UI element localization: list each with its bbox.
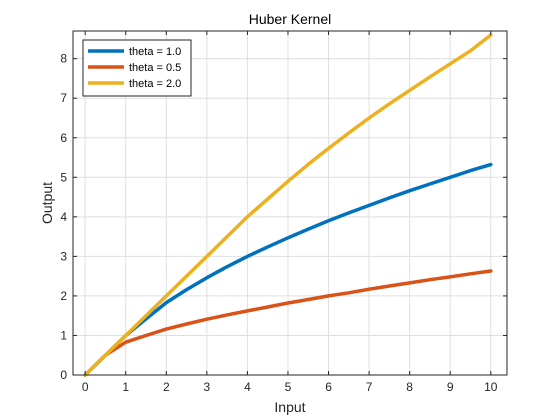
x-tick-label: 7 <box>366 380 373 394</box>
y-tick-label: 3 <box>60 249 67 263</box>
axis-ticks: 0 1 2 3 4 5 6 7 8 9 10 0 1 2 3 4 5 6 7 8 <box>60 31 507 394</box>
y-tick-label: 7 <box>60 91 67 105</box>
y-tick-label: 6 <box>60 131 67 145</box>
x-tick-label: 1 <box>122 380 129 394</box>
x-tick-label: 6 <box>325 380 332 394</box>
y-tick-label: 2 <box>60 289 67 303</box>
y-axis-title: Output <box>39 182 55 224</box>
x-tick-label: 0 <box>82 380 89 394</box>
x-tick-label: 8 <box>406 380 413 394</box>
legend-label: theta = 0.5 <box>129 62 181 74</box>
y-tick-label: 5 <box>60 170 67 184</box>
series-line-2 <box>83 269 493 377</box>
series-lines <box>83 33 493 377</box>
y-tick-label: 0 <box>60 368 67 382</box>
x-axis-title: Input <box>274 399 305 415</box>
x-tick-label: 3 <box>204 380 211 394</box>
x-tick-label: 4 <box>244 380 251 394</box>
y-tick-label: 1 <box>60 328 67 342</box>
x-tick-label: 2 <box>163 380 170 394</box>
series-line-1 <box>83 162 493 377</box>
y-tick-label: 4 <box>60 210 67 224</box>
legend-label: theta = 2.0 <box>129 78 181 90</box>
plot-frame <box>72 30 508 376</box>
series-line-3 <box>83 33 493 377</box>
x-tick-label: 5 <box>285 380 292 394</box>
legend: theta = 1.0 theta = 0.5 theta = 2.0 <box>82 39 192 97</box>
x-tick-label: 9 <box>447 380 454 394</box>
x-tick-label: 10 <box>484 380 498 394</box>
chart-title: Huber Kernel <box>249 11 332 27</box>
y-tick-label: 8 <box>60 52 67 66</box>
legend-label: theta = 1.0 <box>129 46 181 58</box>
